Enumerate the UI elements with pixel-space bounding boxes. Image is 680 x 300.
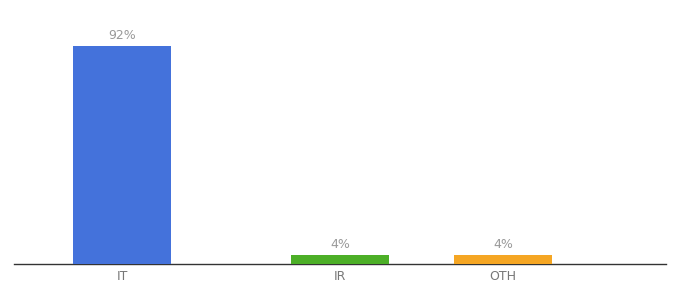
Bar [291,254,389,264]
Text: 92%: 92% [109,29,136,42]
Text: 4%: 4% [330,238,350,251]
Bar [73,46,171,264]
Text: 4%: 4% [493,238,513,251]
Bar [454,254,552,264]
